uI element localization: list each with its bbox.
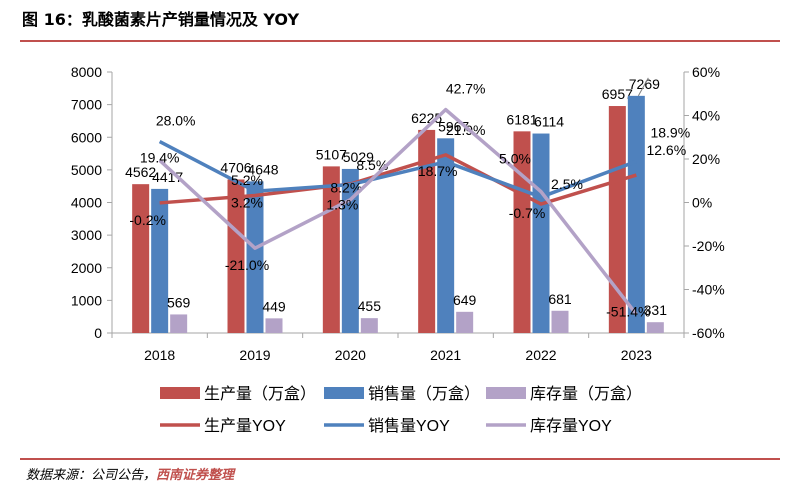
bar-sales <box>437 138 455 333</box>
bar-inventory <box>646 322 664 333</box>
right-axis-tick-label: -60% <box>692 325 725 341</box>
line-data-label: 21.9% <box>446 122 486 138</box>
line-data-label: 28.0% <box>156 113 196 129</box>
bar-data-label: 681 <box>548 291 572 307</box>
bar-data-label: 649 <box>453 292 477 308</box>
bar-data-label: 449 <box>262 298 286 314</box>
bar-data-label: 5029 <box>343 149 374 165</box>
bar-sales <box>246 181 264 333</box>
line-data-label: -21.0% <box>225 257 269 273</box>
line-data-label: 18.7% <box>418 163 458 179</box>
chart-title: 图 16：乳酸菌素片产销量情况及 YOY <box>22 10 300 29</box>
line-data-label: 5.2% <box>231 172 263 188</box>
line-sales-yoy <box>158 140 637 199</box>
bar-inventory <box>360 318 378 333</box>
left-axis-tick-label: 2000 <box>71 260 102 276</box>
x-axis-tick-label: 2022 <box>525 347 556 363</box>
bar-data-label: 455 <box>358 298 382 314</box>
bar-inventory <box>170 314 188 333</box>
left-axis-tick-label: 4000 <box>71 195 102 211</box>
bar-sales <box>532 133 550 333</box>
bar-sales <box>341 168 359 333</box>
source-brand: 西南证券整理 <box>156 468 235 483</box>
right-axis-tick-label: 0% <box>692 195 712 211</box>
bar-data-label: 569 <box>167 294 191 310</box>
bar-production <box>608 106 626 333</box>
bar-production <box>418 129 436 333</box>
bar-data-label: 4562 <box>125 164 156 180</box>
line-data-label: -0.7% <box>509 205 546 221</box>
line-production-yoy <box>159 153 637 206</box>
x-axis-tick-label: 2020 <box>335 347 366 363</box>
right-axis-tick-label: 40% <box>692 108 720 124</box>
bar-production <box>132 184 150 333</box>
line-data-label: -0.2% <box>129 212 166 228</box>
bar-inventory <box>265 318 283 333</box>
legend-label-2: 库存量（万盒） <box>530 385 642 403</box>
bar-data-label: 4706 <box>220 159 251 175</box>
left-axis-tick-label: 0 <box>94 325 102 341</box>
left-axis-tick-label: 7000 <box>71 97 102 113</box>
line-data-label: 1.3% <box>326 197 358 213</box>
bar-inventory <box>456 311 474 333</box>
left-axis-tick-label: 6000 <box>71 129 102 145</box>
line-data-label: 12.6% <box>646 142 686 158</box>
line-data-label: 5.0% <box>499 151 531 167</box>
bar-data-label: 6957 <box>602 86 633 102</box>
bar-production <box>513 131 531 333</box>
legend-swatch-2 <box>486 387 526 399</box>
legend-label-1: 销售量（万盒） <box>368 385 480 403</box>
right-axis-tick-label: 20% <box>692 151 720 167</box>
legend-label-3: 生产量YOY <box>204 417 286 435</box>
left-axis-tick-label: 8000 <box>71 64 102 80</box>
footer-divider <box>20 458 780 460</box>
left-axis-tick-label: 3000 <box>71 227 102 243</box>
title-divider <box>20 40 780 42</box>
bar-data-label: 6114 <box>534 114 564 130</box>
legend-label-0: 生产量（万盒） <box>204 385 316 403</box>
x-axis-tick-label: 2023 <box>621 347 652 363</box>
line-data-label: 19.4% <box>140 149 180 165</box>
line-inventory-yoy <box>158 107 638 316</box>
left-axis-tick-label: 5000 <box>71 162 102 178</box>
bar-data-label: 6181 <box>506 111 537 127</box>
right-axis-tick-label: -40% <box>692 282 725 298</box>
line-data-label: 42.7% <box>446 81 486 97</box>
data-label-leader-line <box>637 77 649 97</box>
line-data-label: 18.9% <box>650 124 690 140</box>
source-note: 数据来源：公司公告，西南证券整理 <box>26 464 234 483</box>
source-prefix: 数据来源：公司公告， <box>26 468 157 483</box>
legend-swatch-1 <box>324 387 364 399</box>
bar-data-label: 5107 <box>316 146 347 162</box>
x-axis-tick-label: 2018 <box>144 347 175 363</box>
bar-data-label: 331 <box>644 302 668 318</box>
legend-label-4: 销售量YOY <box>368 417 450 435</box>
line-data-label: 3.2% <box>231 195 263 211</box>
bar-sales <box>151 188 169 333</box>
bar-sales <box>627 95 645 333</box>
x-axis-tick-label: 2021 <box>430 347 461 363</box>
line-data-label: 8.2% <box>330 180 362 196</box>
right-axis-tick-label: -20% <box>692 238 725 254</box>
chart-area: 0 1000 2000 3000 4000 5000 6000 7000 8000 -60% -40… <box>71 64 725 435</box>
right-axis-tick-label: 60% <box>692 64 720 80</box>
legend-label-5: 库存量YOY <box>530 417 612 435</box>
x-axis-tick-label: 2019 <box>239 347 270 363</box>
line-data-label: -51.4% <box>606 303 650 319</box>
line-data-label: 2.5% <box>551 176 583 192</box>
left-axis-tick-label: 1000 <box>71 292 102 308</box>
bar-production <box>227 179 245 333</box>
bar-inventory <box>551 310 569 333</box>
bar-data-label: 4648 <box>247 161 278 177</box>
legend-swatch-0 <box>160 387 200 399</box>
